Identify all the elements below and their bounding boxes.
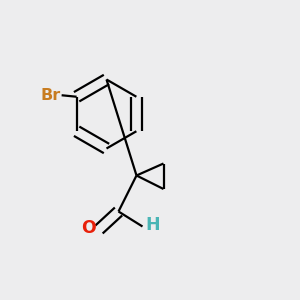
Text: O: O — [81, 219, 96, 237]
Text: Br: Br — [40, 88, 60, 103]
Text: H: H — [146, 216, 160, 234]
